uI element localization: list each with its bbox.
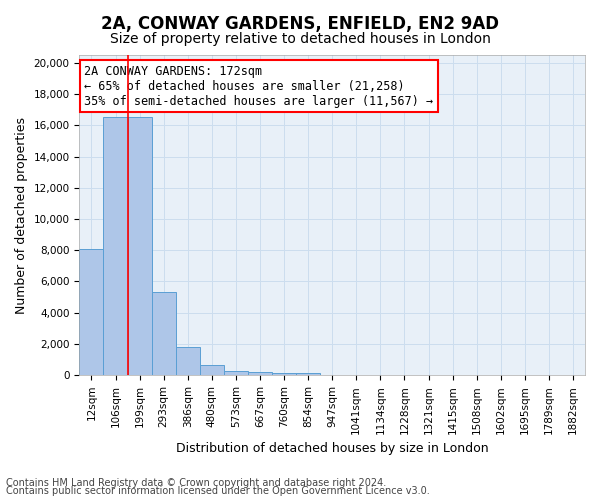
Bar xyxy=(296,373,320,375)
Text: Contains HM Land Registry data © Crown copyright and database right 2024.: Contains HM Land Registry data © Crown c… xyxy=(6,478,386,488)
Text: 2A CONWAY GARDENS: 172sqm
← 65% of detached houses are smaller (21,258)
35% of s: 2A CONWAY GARDENS: 172sqm ← 65% of detac… xyxy=(85,64,434,108)
Bar xyxy=(224,371,248,375)
X-axis label: Distribution of detached houses by size in London: Distribution of detached houses by size … xyxy=(176,442,488,455)
Bar xyxy=(152,292,176,375)
Bar xyxy=(128,118,152,375)
Bar xyxy=(103,118,128,375)
Text: Size of property relative to detached houses in London: Size of property relative to detached ho… xyxy=(110,32,490,46)
Bar xyxy=(79,248,103,375)
Bar xyxy=(200,365,224,375)
Bar xyxy=(248,372,272,375)
Bar xyxy=(272,373,296,375)
Y-axis label: Number of detached properties: Number of detached properties xyxy=(15,116,28,314)
Bar xyxy=(176,347,200,375)
Text: Contains public sector information licensed under the Open Government Licence v3: Contains public sector information licen… xyxy=(6,486,430,496)
Text: 2A, CONWAY GARDENS, ENFIELD, EN2 9AD: 2A, CONWAY GARDENS, ENFIELD, EN2 9AD xyxy=(101,15,499,33)
